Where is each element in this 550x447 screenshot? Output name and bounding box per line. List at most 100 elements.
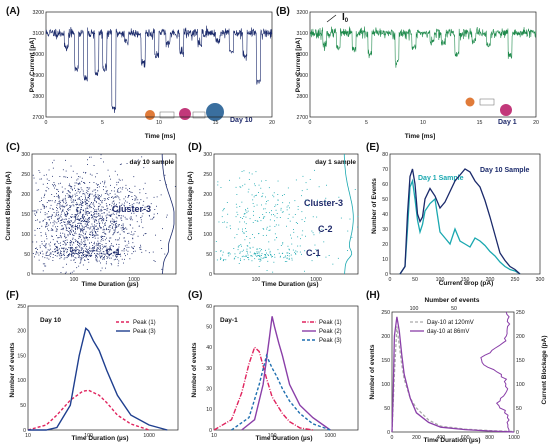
c-scatter-point (74, 185, 76, 187)
c-scatter-point (65, 205, 67, 207)
d-scatter-point (297, 223, 298, 224)
c-scatter-point (67, 255, 69, 257)
d-scatter-point (253, 214, 254, 216)
c-scatter-point (97, 209, 99, 210)
d-scatter-point (256, 253, 258, 255)
c-scatter-point (96, 253, 98, 254)
c-scatter-point (101, 255, 103, 257)
c-scatter-point (105, 198, 106, 200)
c-scatter-point (67, 242, 68, 243)
c-scatter-point (94, 213, 96, 215)
c-scatter-point (46, 216, 48, 218)
c-scatter-point (113, 221, 115, 223)
c-scatter-point (110, 249, 112, 251)
c-scatter-point (88, 261, 90, 263)
c-scatter-point (82, 202, 84, 203)
d-scatter-point (284, 256, 286, 258)
c-scatter-point (95, 213, 97, 215)
c-scatter-point (57, 215, 59, 217)
h-legend: Day-10 at 120mV day-10 at 86mV (410, 320, 474, 335)
c-scatter-point (35, 220, 37, 221)
c-scatter-point (45, 251, 47, 253)
c-scatter-point (72, 189, 73, 191)
c-scatter-point (119, 237, 120, 239)
c-scatter-point (57, 241, 58, 243)
c-scatter-point (125, 209, 127, 210)
c-scatter-point (109, 193, 111, 194)
d-scatter-point (306, 188, 308, 190)
d-scatter-point (262, 228, 264, 229)
c-scatter-point (86, 199, 88, 200)
c-scatter-point (99, 214, 101, 216)
c-scatter-point (69, 206, 71, 208)
c-scatter-point (65, 176, 67, 178)
a-ytick-label: 3200 (32, 10, 44, 16)
c-scatter-point (85, 236, 87, 238)
c-scatter-point (63, 247, 65, 249)
c-scatter-point (64, 235, 66, 237)
c-scatter-point (89, 250, 91, 251)
c-scatter-point (79, 182, 81, 184)
c-scatter-point (45, 247, 47, 249)
c-scatter-point (92, 245, 94, 246)
c-scatter-point (131, 196, 133, 197)
c-scatter-point (144, 206, 146, 208)
d-scatter-point (223, 259, 225, 260)
c-scatter-point (126, 244, 128, 246)
c-scatter-point (44, 263, 46, 265)
c-scatter-point (60, 182, 61, 184)
c-scatter-point (76, 195, 78, 196)
c-scatter-point (66, 227, 68, 229)
d-scatter-point (325, 256, 327, 258)
c-scatter-point (174, 186, 176, 187)
c-scatter-point (78, 242, 80, 244)
c-scatter-point (71, 201, 73, 203)
c-scatter-point (60, 257, 62, 258)
c-scatter-point (78, 207, 80, 209)
c-scatter-point (79, 250, 81, 252)
c-scatter-point (111, 223, 113, 225)
c-scatter-point (135, 215, 137, 217)
d-scatter-point (236, 211, 238, 213)
c-scatter-point (66, 230, 68, 231)
c-scatter-point (129, 258, 131, 260)
c-scatter-point (89, 194, 90, 195)
c-scatter-point (149, 215, 150, 217)
c-scatter-point (68, 221, 70, 223)
c-scatter-point (67, 221, 68, 223)
c-scatter-point (115, 254, 117, 256)
c-scatter-point (64, 205, 66, 207)
c-scatter-point (61, 205, 62, 207)
c-scatter-point (88, 252, 89, 254)
c-scatter-point (98, 215, 99, 217)
c-scatter-point (115, 221, 117, 222)
c-scatter-point (85, 209, 87, 211)
d-ytick-label: 50 (206, 252, 212, 258)
c-scatter-point (136, 221, 138, 223)
c-scatter-point (130, 217, 132, 219)
d-scatter-point (289, 220, 291, 222)
c-scatter-point (97, 227, 99, 229)
e-ytick-label: 30 (382, 227, 388, 233)
c-scatter-point (75, 190, 76, 191)
c-scatter-point (113, 190, 115, 192)
c-scatter-point (74, 227, 76, 229)
c-scatter-point (76, 204, 77, 206)
c-scatter-point (78, 255, 80, 257)
c-scatter-point (84, 237, 86, 239)
c-scatter-point (95, 229, 97, 230)
c-scatter-point (52, 222, 54, 224)
c-scatter-point (70, 250, 72, 252)
c-scatter-point (64, 214, 66, 216)
c-scatter-point (54, 215, 56, 217)
c-scatter-point (129, 203, 130, 204)
c-scatter-point (86, 220, 88, 222)
d-cluster3-label: Cluster-3 (304, 198, 343, 208)
c-scatter-point (85, 202, 87, 204)
c-scatter-point (125, 196, 126, 198)
d-scatter-point (294, 200, 296, 202)
g-ytick-label: 0 (209, 428, 212, 434)
c-scatter-point (34, 256, 35, 258)
c-scatter-point (49, 245, 51, 247)
d-scatter-point (278, 224, 280, 226)
